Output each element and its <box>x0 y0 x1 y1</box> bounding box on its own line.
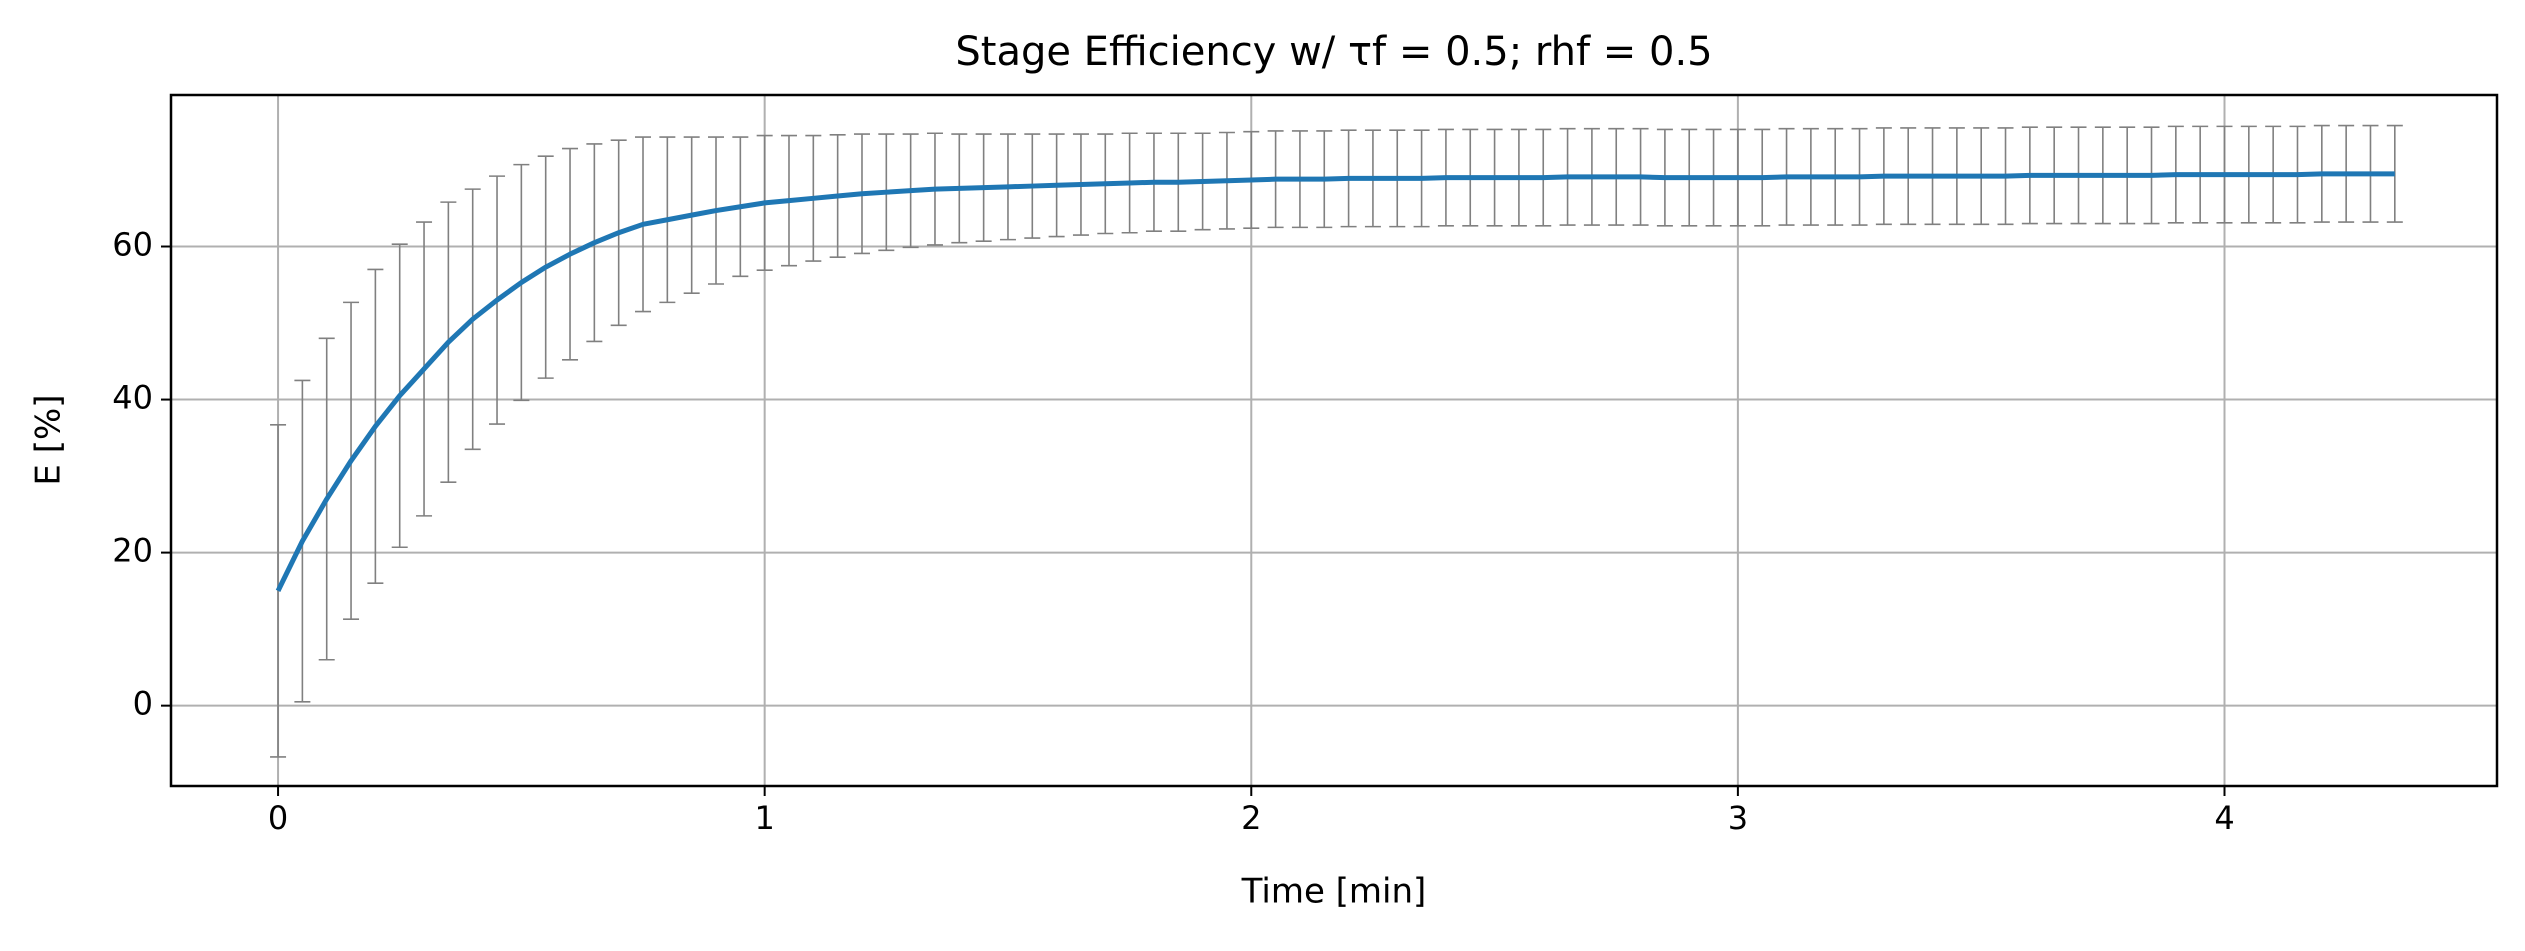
x-tick-label: 4 <box>2214 799 2234 837</box>
y-tick-label: 20 <box>112 532 153 570</box>
data-line <box>275 171 2395 592</box>
x-tick-label: 3 <box>1728 799 1748 837</box>
y-axis-label: E [%] <box>29 394 69 485</box>
x-tick-label: 0 <box>268 799 288 837</box>
x-tick-label: 1 <box>754 799 774 837</box>
x-axis-label: Time [min] <box>1241 872 1427 912</box>
y-tick-label: 0 <box>133 685 153 723</box>
chart-title: Stage Efficiency w/ τf = 0.5; rhf = 0.5 <box>955 29 1712 75</box>
plot-frame <box>169 93 2499 788</box>
y-tick-label: 40 <box>112 379 153 417</box>
x-tick-label: 2 <box>1241 799 1261 837</box>
y-tick-label: 60 <box>112 226 153 264</box>
error-bar <box>270 424 287 758</box>
lines <box>275 171 2395 592</box>
